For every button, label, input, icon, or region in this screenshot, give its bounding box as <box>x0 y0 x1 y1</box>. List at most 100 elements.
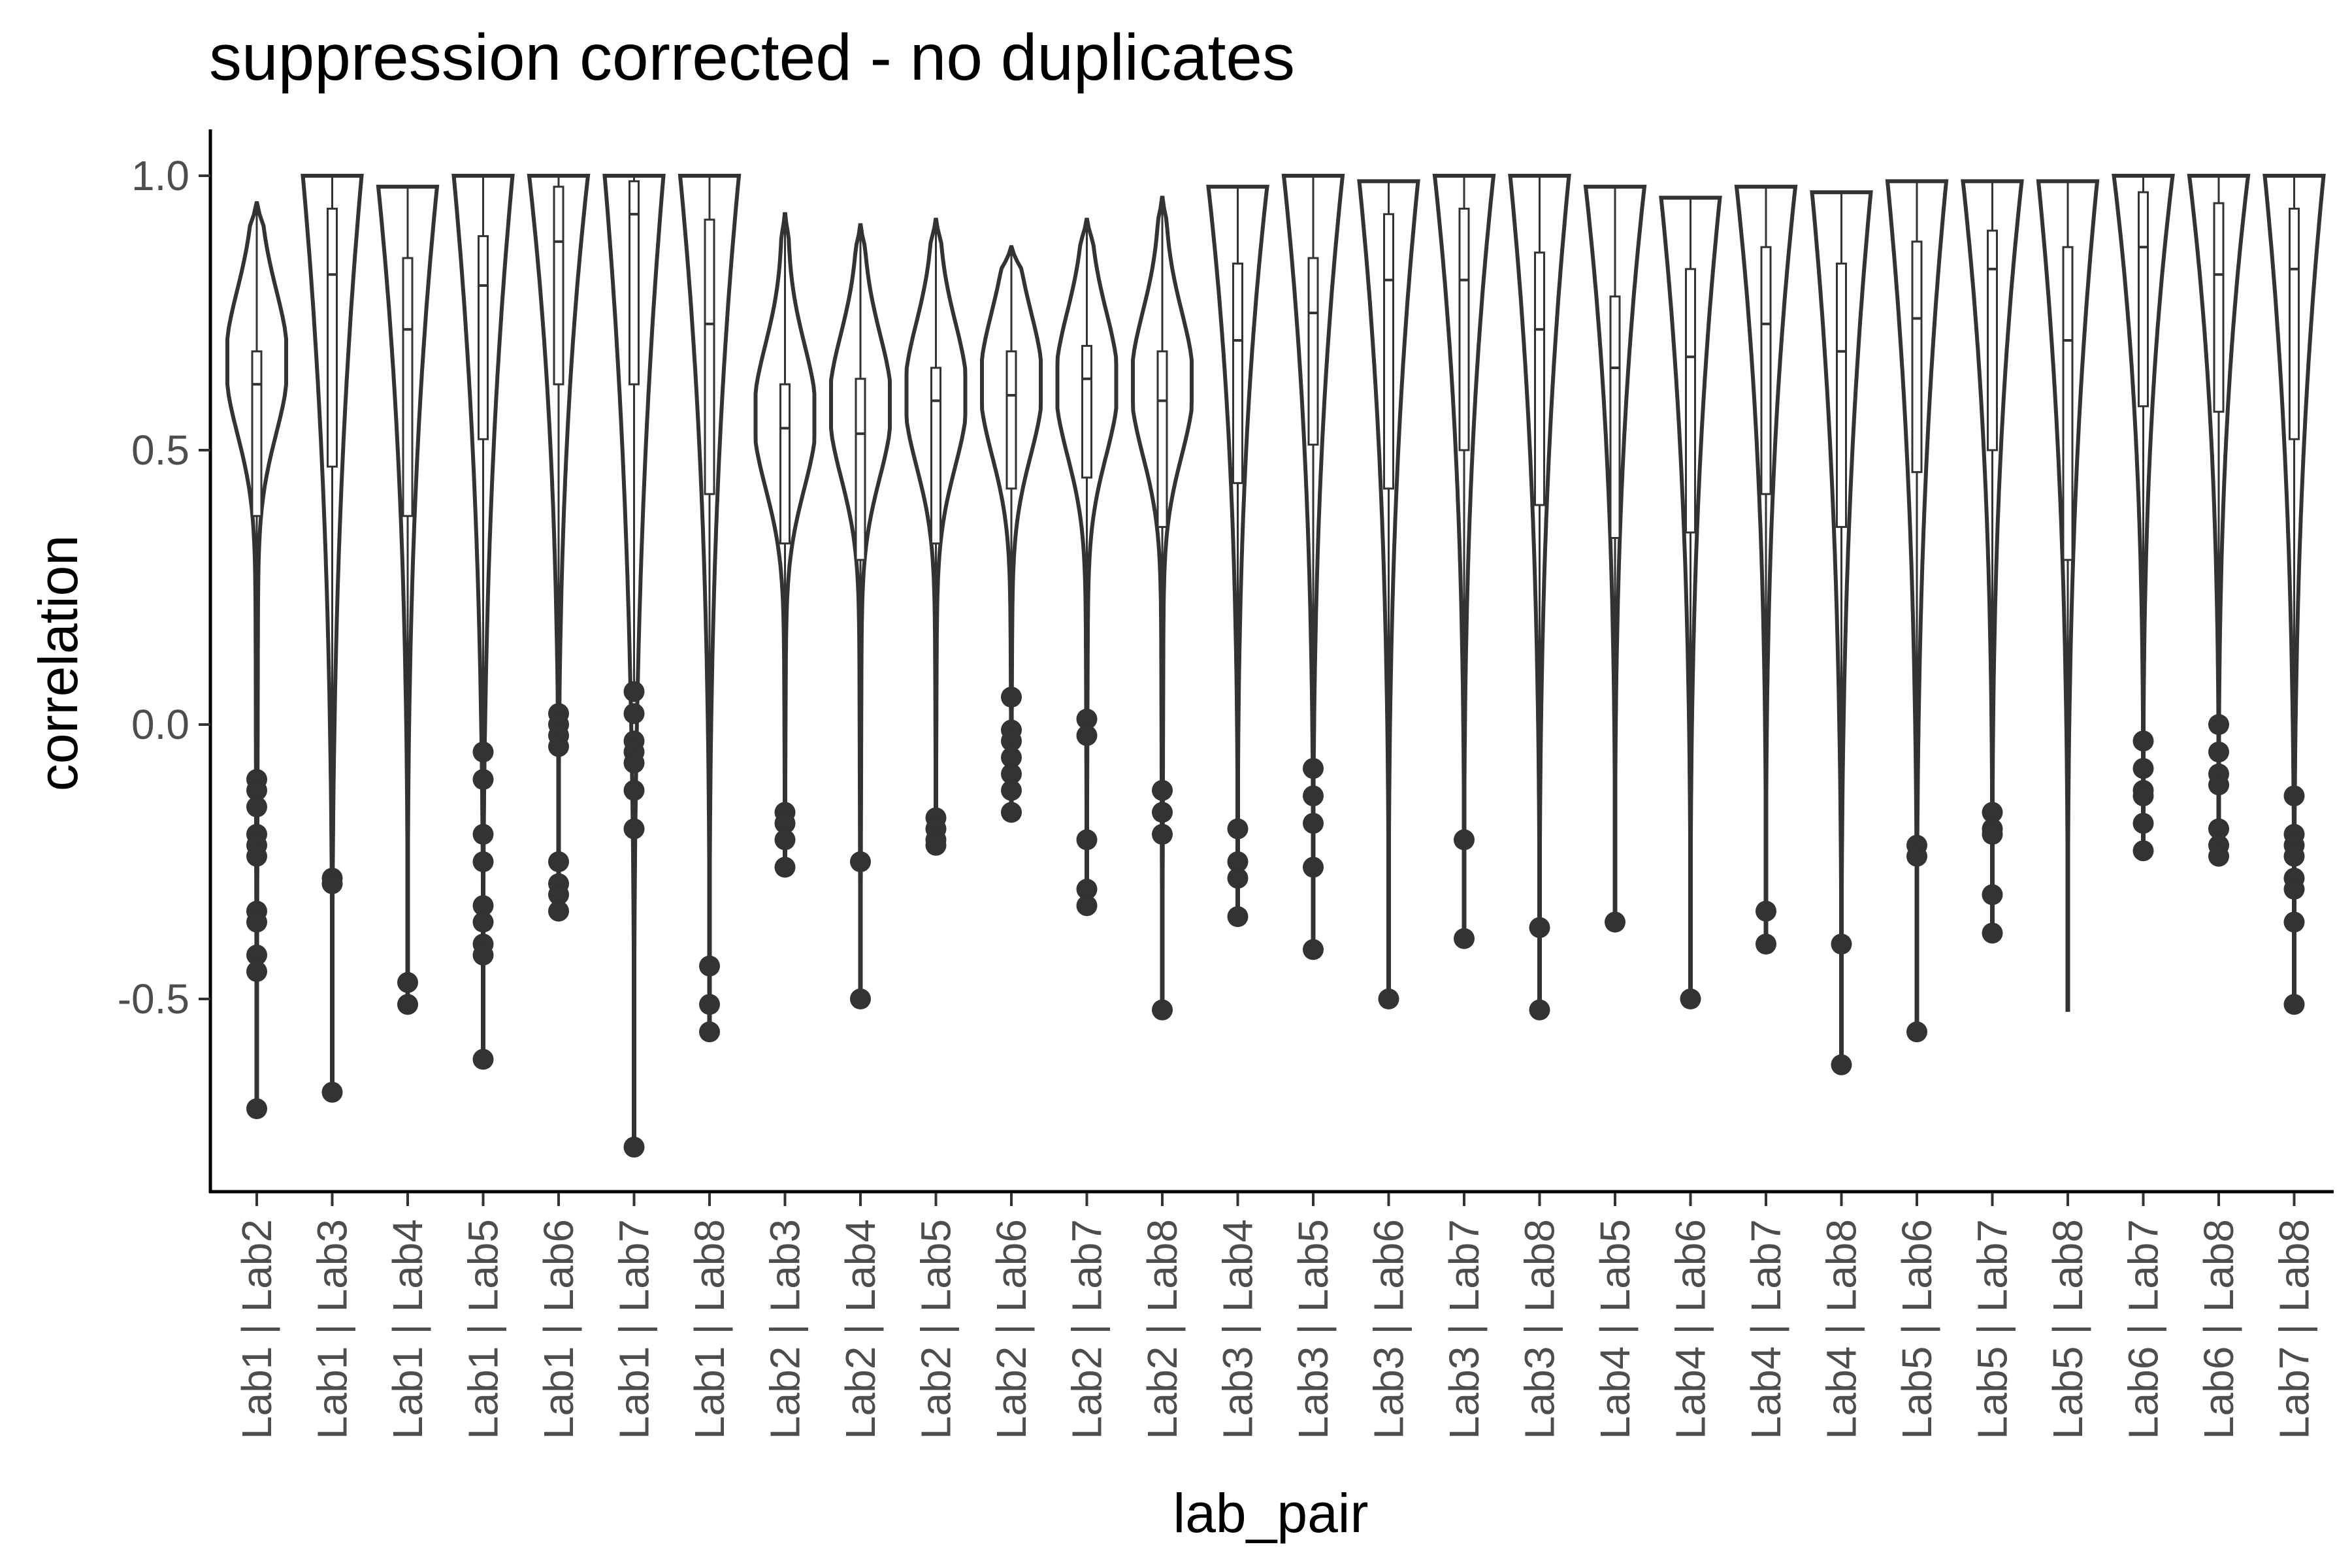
box-body <box>553 186 564 385</box>
outlier-point <box>2283 845 2305 867</box>
x-tick-label: Lab1 | Lab5 <box>460 1219 507 1439</box>
outlier-point <box>1001 730 1022 752</box>
y-tick-label: 0.0 <box>131 701 189 748</box>
box-body <box>704 218 715 495</box>
outlier-point <box>1982 884 2003 906</box>
outlier-point <box>1227 868 1249 889</box>
violin-group <box>1281 174 1345 960</box>
outlier-point <box>1227 906 1249 927</box>
box-body <box>1307 257 1319 446</box>
x-axis-title: lab_pair <box>1173 1482 1369 1544</box>
outlier-point <box>472 742 494 762</box>
outlier-point <box>1076 708 1098 730</box>
violin-group <box>1508 174 1571 1021</box>
violin-group <box>2112 174 2175 862</box>
box-body <box>1534 252 1545 506</box>
outlier-point <box>2283 879 2305 900</box>
x-tick-label: Lab1 | Lab2 <box>233 1219 280 1439</box>
violin-group <box>376 184 440 1015</box>
y-tick-label: 1.0 <box>131 152 189 199</box>
outlier-point <box>1529 917 1550 938</box>
violin-group <box>678 174 742 1043</box>
violin-group <box>1885 179 1949 1043</box>
outlier-point <box>548 736 569 757</box>
box-body <box>251 350 263 517</box>
x-tick-label: Lab2 | Lab7 <box>1064 1219 1111 1439</box>
x-tick-label: Lab1 | Lab4 <box>384 1219 431 1439</box>
outlier-point <box>2283 785 2305 807</box>
outlier-point <box>1831 934 1852 955</box>
outlier-point <box>472 851 494 872</box>
outlier-point <box>1982 802 2003 823</box>
violin-group <box>1734 184 1798 955</box>
box-body <box>402 257 414 517</box>
outlier-point <box>2132 840 2154 862</box>
outlier-point <box>1906 845 1927 867</box>
outlier-point <box>1076 879 1098 900</box>
outlier-point <box>1982 923 2003 944</box>
x-tick-label: Lab2 | Lab8 <box>1139 1219 1186 1439</box>
violin-group <box>1357 179 1420 1009</box>
outlier-point <box>774 857 796 878</box>
outlier-point <box>1303 785 1324 807</box>
outlier-point <box>1152 999 1173 1021</box>
outlier-point <box>623 681 645 702</box>
outlier-point <box>472 769 494 790</box>
violin-group <box>1206 184 1269 927</box>
outlier-point <box>2283 911 2305 933</box>
box-body <box>1836 262 1847 529</box>
outlier-point <box>397 972 418 993</box>
outlier-point <box>472 911 494 933</box>
chart-title: suppression corrected - no duplicates <box>209 21 1295 94</box>
outlier-point <box>321 1081 343 1103</box>
outlier-point <box>1454 928 1475 949</box>
outlier-point <box>1680 988 1701 1009</box>
outlier-point <box>246 944 267 966</box>
outlier-point <box>850 988 871 1009</box>
outlier-point <box>699 1021 720 1043</box>
box-body <box>1383 213 1394 490</box>
outlier-point <box>548 851 569 872</box>
outlier-point <box>1756 934 1776 955</box>
box-body <box>2213 202 2225 413</box>
box-body <box>855 378 866 561</box>
outlier-point <box>1831 1054 1852 1075</box>
violin-group <box>904 218 968 856</box>
x-tick-label: Lab6 | Lab8 <box>2195 1219 2242 1439</box>
box-body <box>2062 246 2074 561</box>
box-body <box>478 235 489 440</box>
outlier-point <box>699 955 720 977</box>
outlier-point <box>321 873 343 894</box>
box-body <box>1156 350 1168 529</box>
violin-group <box>527 174 591 922</box>
outlier-point <box>623 752 645 774</box>
outlier-point <box>472 944 494 966</box>
y-tick-label: -0.5 <box>118 975 189 1022</box>
violin-group <box>1055 218 1119 917</box>
y-axis-title: correlation <box>27 535 89 791</box>
outlier-point <box>2208 818 2229 840</box>
box-body <box>930 367 941 545</box>
violin-group <box>2187 174 2251 867</box>
violin-group <box>301 174 364 1103</box>
outlier-point <box>1303 758 1324 779</box>
outlier-point <box>1152 824 1173 845</box>
violin-group <box>451 174 515 1070</box>
x-tick-label: Lab1 | Lab3 <box>309 1219 356 1439</box>
outlier-point <box>623 703 645 725</box>
outlier-point <box>246 796 267 817</box>
box-body <box>327 207 338 468</box>
outlier-point <box>623 818 645 840</box>
outlier-point <box>1982 824 2003 845</box>
violin-group <box>1659 195 1722 1009</box>
outlier-point <box>1303 939 1324 960</box>
violin-group <box>225 201 288 1119</box>
violin-group <box>1810 190 1873 1075</box>
outlier-point <box>2132 758 2154 779</box>
outlier-point <box>1605 911 1625 933</box>
x-tick-label: Lab3 | Lab6 <box>1365 1219 1413 1439</box>
outlier-point <box>472 1049 494 1070</box>
outlier-point <box>1001 802 1022 823</box>
violins-layer <box>225 174 2326 1158</box>
outlier-point <box>246 845 267 867</box>
